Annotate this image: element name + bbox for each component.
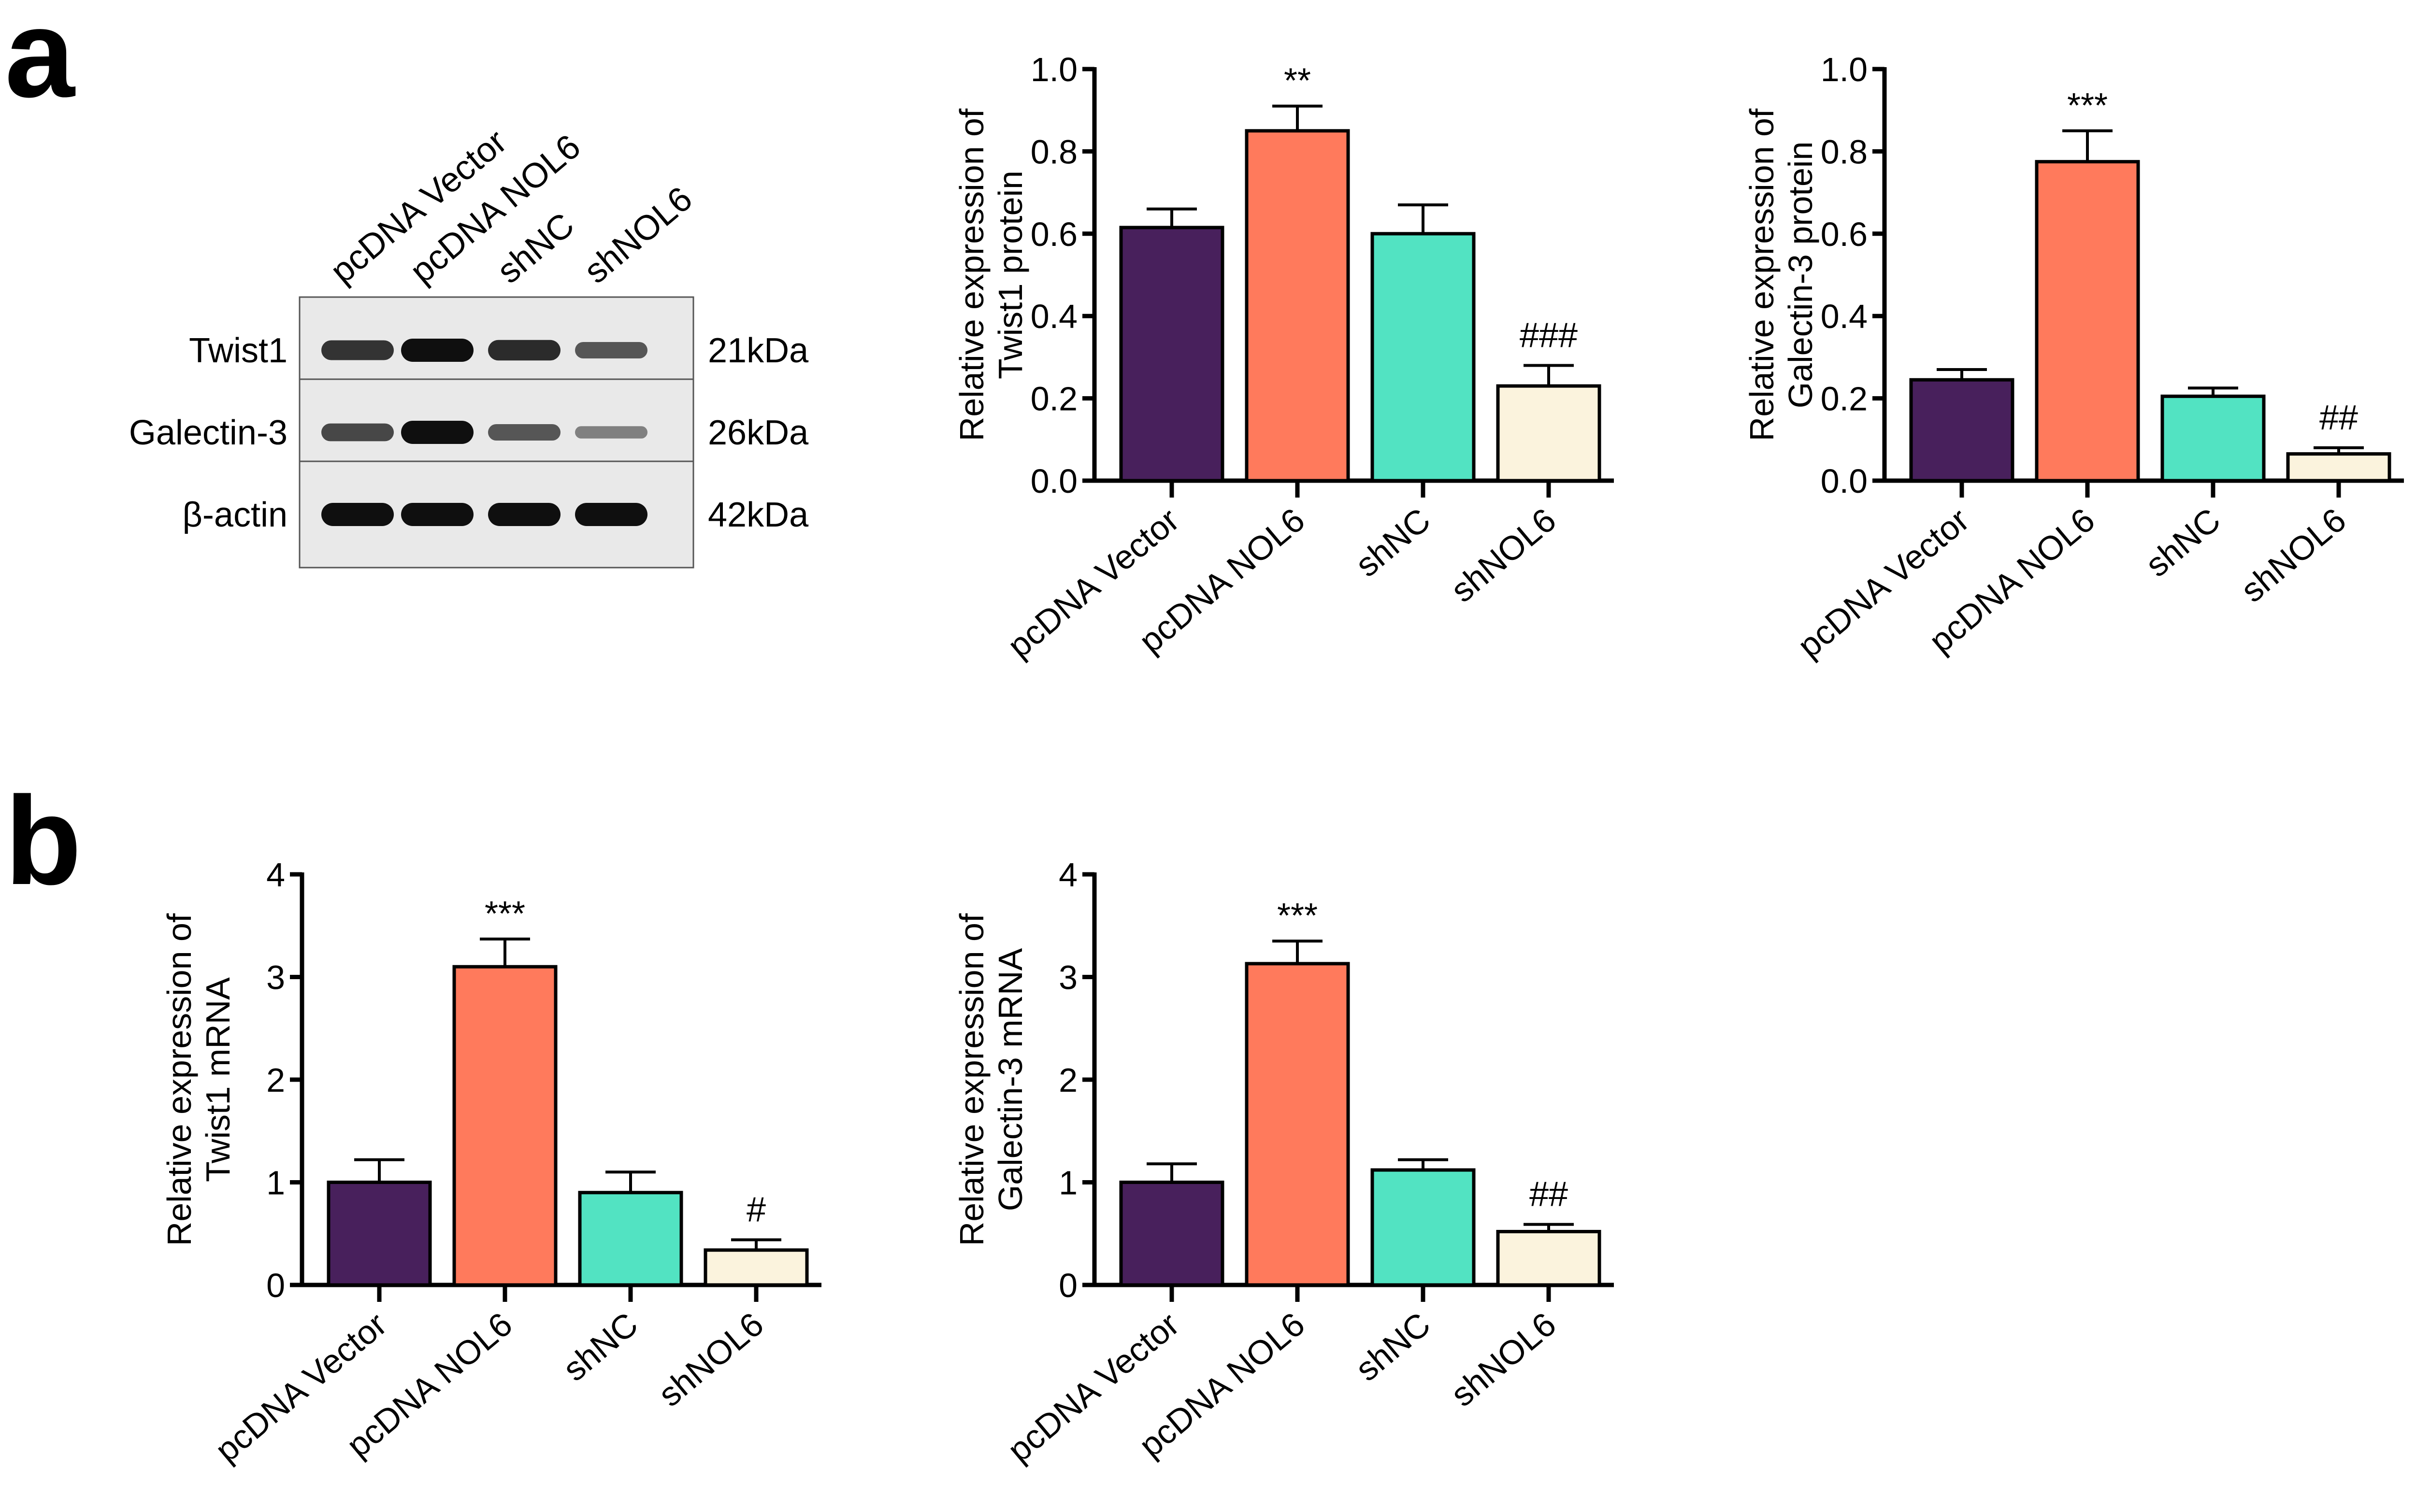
bar bbox=[578, 1191, 683, 1287]
y-tick-label: 0.0 bbox=[1821, 462, 1868, 500]
y-tick-label: 0.4 bbox=[1821, 298, 1868, 335]
size-label: 26kDa bbox=[708, 414, 809, 452]
bar bbox=[1909, 378, 2014, 483]
y-axis-label: Relative expression of bbox=[160, 913, 198, 1246]
blot-band bbox=[321, 340, 394, 360]
y-tick-label: 0 bbox=[1059, 1267, 1078, 1304]
bar bbox=[2035, 160, 2140, 483]
blot-band bbox=[488, 340, 561, 361]
blot-band bbox=[321, 423, 394, 442]
chart-galectin3_protein: 0.0 0.2 0.4 0.6 0.8 1.0 Relative expression of… bbox=[1743, 51, 2404, 665]
size-label: 42kDa bbox=[708, 496, 809, 534]
y-axis-label: Twist1 mRNA bbox=[199, 977, 237, 1182]
blot-band bbox=[488, 503, 561, 526]
bar bbox=[2160, 394, 2266, 483]
chart-galectin3_mrna: 0 1 2 3 4 Relative expression of Galectin-3 mR… bbox=[953, 856, 1614, 1469]
lane-label: shNOL6 bbox=[577, 179, 700, 291]
blot-band bbox=[401, 339, 474, 362]
blot-band bbox=[488, 424, 561, 441]
panel-label-a: a bbox=[5, 0, 75, 124]
y-tick-label: 0.2 bbox=[1821, 380, 1868, 418]
x-tick-label: shNOL6 bbox=[1444, 501, 1563, 610]
significance-label: *** bbox=[2067, 86, 2108, 125]
x-tick-label: shNC bbox=[1348, 1305, 1437, 1388]
protein-label: β-actin bbox=[183, 496, 288, 534]
y-tick-label: 2 bbox=[1059, 1061, 1078, 1099]
y-tick-label: 1 bbox=[266, 1164, 285, 1202]
y-tick-label: 3 bbox=[266, 959, 285, 997]
y-tick-label: 1.0 bbox=[1031, 51, 1078, 88]
y-tick-label: 4 bbox=[1059, 856, 1078, 894]
y-axis-label: Twist1 protein bbox=[992, 171, 1029, 379]
blot-band bbox=[401, 421, 474, 444]
bar bbox=[2286, 452, 2391, 483]
y-tick-label: 0.8 bbox=[1031, 133, 1078, 171]
y-tick-label: 0.6 bbox=[1821, 215, 1868, 253]
x-tick-label: shNC bbox=[556, 1305, 645, 1388]
x-tick-label: shNOL6 bbox=[2234, 501, 2353, 610]
blot-band bbox=[321, 503, 394, 526]
significance-label: ** bbox=[1284, 62, 1311, 100]
y-tick-label: 2 bbox=[266, 1061, 285, 1099]
blot-band bbox=[401, 503, 474, 526]
significance-label: # bbox=[747, 1191, 766, 1229]
size-label: 21kDa bbox=[708, 331, 809, 370]
bar bbox=[1119, 1181, 1224, 1287]
y-axis-label: Relative expression of bbox=[1743, 108, 1781, 441]
y-axis-label: Relative expression of bbox=[953, 913, 991, 1246]
blot-band bbox=[575, 503, 647, 526]
bar bbox=[1119, 226, 1224, 483]
blot-band bbox=[575, 426, 647, 439]
y-axis-label: Relative expression of bbox=[953, 108, 991, 441]
y-tick-label: 1 bbox=[1059, 1164, 1078, 1202]
y-tick-label: 1.0 bbox=[1821, 51, 1868, 88]
significance-label: ### bbox=[1520, 316, 1578, 355]
bar bbox=[1370, 1168, 1476, 1287]
y-tick-label: 0.4 bbox=[1031, 298, 1078, 335]
y-axis-label: Galectin-3 mRNA bbox=[992, 948, 1029, 1211]
bar bbox=[1496, 384, 1601, 483]
significance-label: *** bbox=[485, 895, 525, 933]
significance-label: ## bbox=[1529, 1175, 1568, 1214]
x-tick-label: shNOL6 bbox=[1444, 1305, 1563, 1414]
bar bbox=[1245, 962, 1350, 1287]
chart-twist1_protein: 0.0 0.2 0.4 0.6 0.8 1.0 Relative expression of… bbox=[953, 51, 1614, 665]
bar bbox=[327, 1181, 432, 1287]
significance-label: *** bbox=[1277, 897, 1318, 935]
y-tick-label: 0.2 bbox=[1031, 380, 1078, 418]
y-tick-label: 0.0 bbox=[1031, 462, 1078, 500]
protein-label: Twist1 bbox=[189, 331, 288, 370]
blot-band bbox=[575, 342, 647, 358]
bar bbox=[452, 965, 558, 1287]
y-tick-label: 3 bbox=[1059, 959, 1078, 997]
y-tick-label: 4 bbox=[266, 856, 285, 894]
protein-label: Galectin-3 bbox=[129, 414, 288, 452]
bar bbox=[1245, 129, 1350, 483]
y-tick-label: 0 bbox=[266, 1267, 285, 1304]
y-tick-label: 0.8 bbox=[1821, 133, 1868, 171]
x-tick-label: shNC bbox=[2138, 501, 2227, 584]
y-tick-label: 0.6 bbox=[1031, 215, 1078, 253]
x-tick-label: shNOL6 bbox=[651, 1305, 771, 1414]
bar bbox=[1496, 1230, 1601, 1287]
significance-label: ## bbox=[2319, 399, 2358, 437]
bar bbox=[1370, 232, 1476, 483]
panel-label-b: b bbox=[5, 771, 82, 911]
x-tick-label: shNC bbox=[1348, 501, 1437, 584]
bar bbox=[704, 1248, 809, 1287]
y-axis-label: Galectin-3 protein bbox=[1782, 142, 1819, 409]
